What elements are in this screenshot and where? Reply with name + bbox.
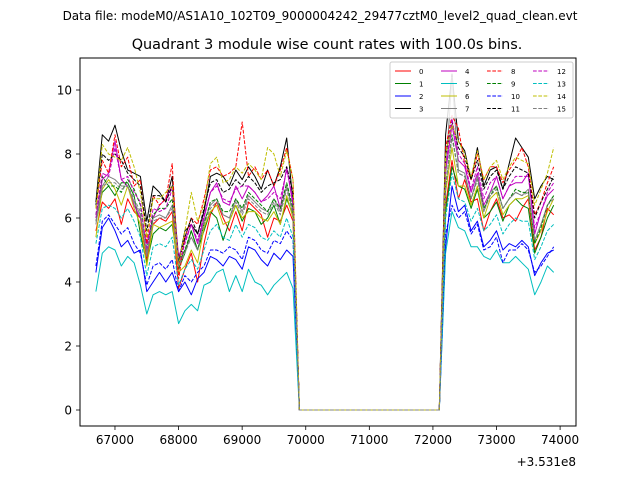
legend-label-12: 12: [557, 68, 566, 76]
legend-label-3: 3: [419, 106, 423, 114]
y-tick-label: 8: [64, 148, 72, 162]
plot-frame: [79, 57, 577, 427]
x-axis-ticks: 67000 68000 69000 70000 71000 72000 73000 74000: [96, 426, 579, 447]
legend-label-1: 1: [419, 81, 423, 89]
x-tick-label: 69000: [223, 433, 261, 447]
legend-label-7: 7: [465, 106, 469, 114]
plot-area: 67000 68000 69000 70000 71000 72000 73000 74000…: [57, 57, 579, 469]
y-tick-label: 6: [64, 212, 72, 226]
legend-label-9: 9: [511, 81, 515, 89]
series-line-15: [95, 137, 555, 411]
y-axis-ticks: 0 2 4 6 8 10: [57, 84, 80, 418]
x-tick-label: 73000: [477, 433, 515, 447]
x-tick-label: 74000: [541, 433, 579, 447]
chart-title: Quadrant 3 module wise count rates with …: [132, 37, 523, 53]
legend-label-14: 14: [557, 93, 566, 101]
legend-frame: [389, 61, 574, 119]
x-tick-label: 68000: [159, 433, 197, 447]
legend-label-8: 8: [511, 68, 515, 76]
y-tick-label: 2: [64, 340, 72, 354]
legend-label-4: 4: [465, 68, 470, 76]
legend-label-0: 0: [419, 68, 423, 76]
legend-label-6: 6: [465, 93, 470, 101]
series-layer: [95, 73, 555, 411]
x-tick-label: 70000: [287, 433, 325, 447]
y-tick-label: 0: [64, 404, 72, 418]
series-line-10: [95, 204, 555, 411]
legend-label-2: 2: [419, 93, 423, 101]
legend-label-15: 15: [557, 106, 566, 114]
x-offset-label: +3.531e8: [517, 455, 576, 469]
y-tick-label: 10: [57, 84, 72, 98]
legend-label-13: 13: [557, 81, 566, 89]
legend-label-10: 10: [511, 93, 520, 101]
x-tick-label: 72000: [414, 433, 452, 447]
legend-label-11: 11: [511, 106, 520, 114]
legend-label-5: 5: [465, 81, 469, 89]
x-tick-label: 71000: [350, 433, 388, 447]
data-file-label: Data file: modeM0/AS1A10_102T09_90000042…: [63, 9, 578, 23]
x-tick-label: 67000: [96, 433, 134, 447]
y-tick-label: 4: [64, 276, 72, 290]
